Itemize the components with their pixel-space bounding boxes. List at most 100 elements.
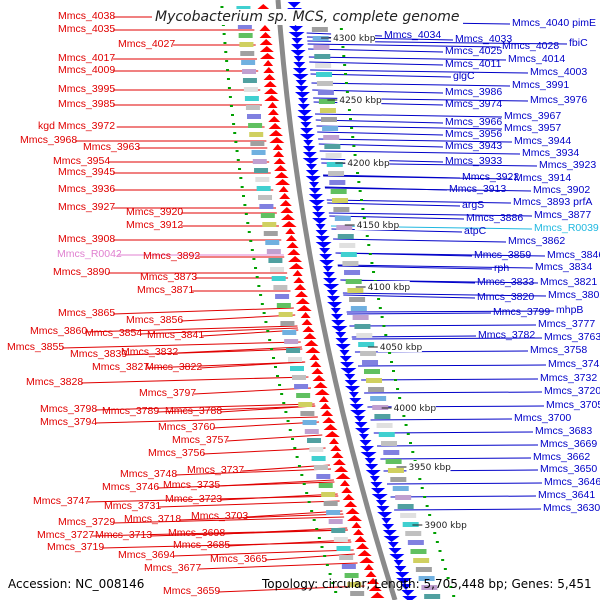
right-gene-label: Mmcs_4025 (445, 45, 503, 57)
left-gene-label: Mmcs_3694 (118, 549, 176, 561)
guide-dot (243, 204, 247, 206)
reverse-gene-arrow (287, 2, 301, 8)
forward-gene-arrow (329, 438, 340, 444)
guide-dot (236, 159, 240, 161)
reverse-gene-arrow (297, 116, 314, 122)
forward-gene-arrow (280, 214, 295, 220)
forward-gene-arrow (267, 109, 279, 115)
right-gene-label: Mmcs_3976 (530, 94, 588, 106)
guide-dot (229, 105, 233, 107)
right-gene-label: Mmcs_4028 (502, 40, 560, 52)
forward-feature-block (260, 213, 275, 218)
reverse-gene-arrow (345, 386, 361, 392)
left-connector-line (113, 307, 294, 315)
guide-dot (270, 348, 274, 350)
reverse-gene-arrow (300, 122, 312, 128)
left-connector-line (157, 405, 316, 413)
guide-dot (390, 361, 394, 363)
right-gene-label: Mmcs_3683 (535, 425, 593, 437)
right-gene-label: Mmcs_3834 (535, 261, 593, 273)
forward-gene-arrow (363, 564, 374, 570)
guide-dot (341, 46, 345, 48)
right-gene-label: Mmcs_3913 (449, 183, 507, 195)
forward-feature-block (288, 357, 303, 362)
guide-dot (352, 145, 356, 147)
left-gene-label: Mmcs_3748 (120, 468, 178, 480)
left-gene-label: Mmcs_3723 (165, 493, 223, 505)
reverse-feature-block (415, 567, 432, 572)
reverse-gene-arrow (359, 440, 372, 446)
reverse-feature-block (370, 396, 387, 401)
reverse-feature-block (407, 540, 424, 545)
reverse-gene-arrow (389, 554, 405, 560)
forward-gene-arrow (313, 382, 328, 388)
guide-dot (274, 366, 278, 368)
left-connector-line (218, 479, 334, 487)
reverse-gene-arrow (294, 92, 310, 98)
forward-feature-block (241, 60, 256, 65)
left-gene-label: Mmcs_3746 (102, 481, 160, 493)
right-connector-line (390, 495, 537, 498)
right-gene-label: rph (494, 262, 510, 274)
left-gene-label: Mmcs_3665 (210, 553, 268, 565)
left-gene-label: Mmcs_3954 (53, 155, 111, 167)
kbp-ticks: 4300 kbp 4250 kbp 4200 kbp 4150 kbp 4100 kbp… (321, 32, 467, 531)
forward-feature-block (243, 87, 258, 92)
forward-feature-block (244, 96, 259, 101)
guide-dot (360, 199, 364, 201)
guide-dot (344, 82, 348, 84)
right-gene-label: Mmcs_3922 (462, 171, 520, 183)
guide-dot (252, 258, 256, 260)
right-gene-label: Mmcs_3732 (540, 372, 598, 384)
guide-dot (396, 388, 400, 390)
guide-dot (286, 420, 290, 422)
forward-feature-block (284, 339, 299, 344)
reverse-gene-arrow (339, 350, 350, 356)
kbp-label-bg (354, 219, 399, 230)
forward-gene-arrow (294, 284, 307, 290)
guide-dot (438, 550, 442, 552)
forward-feature-block (341, 564, 356, 569)
forward-feature-block (311, 456, 326, 461)
forward-gene-arrow (275, 179, 291, 185)
left-gene-label: Mmcs_3995 (58, 83, 116, 95)
reverse-feature-block (349, 297, 366, 302)
guide-dot (350, 127, 354, 129)
kbp-label: 4300 kbp (333, 34, 376, 44)
accession-text: Accession: NC_008146 (8, 577, 145, 591)
guide-dot (406, 433, 410, 435)
forward-gene-arrow (354, 536, 367, 542)
kbp-label: 4150 kbp (357, 221, 400, 231)
guide-dot (235, 150, 239, 152)
forward-feature-block (240, 51, 255, 56)
reverse-feature-block (376, 423, 393, 428)
reverse-gene-arrow (308, 188, 321, 194)
guide-dot (227, 87, 231, 89)
left-gene-label: Mmcs_4035 (58, 23, 116, 35)
forward-gene-arrow (259, 46, 274, 52)
forward-feature-block (331, 528, 346, 533)
right-gene-label: Mmcs_3986 (445, 86, 503, 98)
left-gene-label: Mmcs_3873 (140, 271, 198, 283)
forward-gene-arrow (351, 522, 362, 528)
forward-feature-block (286, 348, 301, 353)
left-gene-label: Mmcs_3912 (126, 219, 184, 231)
left-gene-label: Mmcs_3703 (191, 510, 249, 522)
forward-gene-arrow (335, 473, 351, 479)
forward-gene-arrow (269, 137, 285, 143)
reverse-gene-arrow (331, 314, 344, 320)
guide-dot (282, 402, 286, 404)
forward-feature-track (220, 6, 365, 596)
guide-dot (361, 208, 365, 210)
guide-dot (300, 474, 304, 476)
guide-dot (384, 334, 388, 336)
right-connector-line (314, 113, 503, 118)
left-connector-line (175, 468, 332, 476)
left-connector-line (85, 325, 298, 333)
guide-dot (278, 384, 282, 386)
forward-gene-arrow (259, 53, 275, 59)
guide-dot (247, 231, 251, 233)
forward-feature-block (309, 447, 324, 452)
guide-dot (259, 294, 263, 296)
forward-gene-arrow (324, 431, 340, 437)
